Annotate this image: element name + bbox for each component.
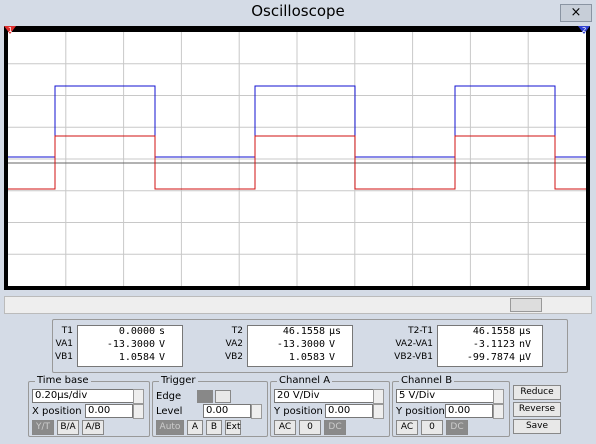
group-title: Channel B [399, 375, 455, 386]
readout-unit: nV [519, 339, 532, 350]
mode-button[interactable]: Auto [156, 420, 184, 435]
readout-value: 46.1558 [472, 326, 515, 337]
position-label: Level [156, 406, 183, 417]
readout-value: 1.0583 [288, 352, 325, 363]
action-button[interactable]: Save [513, 419, 561, 434]
readout-unit: V [329, 352, 336, 363]
mode-button[interactable]: A [187, 420, 203, 435]
position-input[interactable]: 0.00 [203, 404, 251, 418]
scroll-thumb[interactable] [510, 298, 542, 312]
readout-label: T1 [61, 326, 73, 336]
readout-box [247, 325, 353, 367]
close-button[interactable]: × [560, 4, 592, 22]
position-label: X position [32, 406, 82, 417]
mode-button[interactable]: A/B [82, 420, 104, 435]
cursor-2-label: 2 [582, 26, 586, 34]
group-title: Time base [35, 375, 91, 386]
mode-button[interactable]: AC [396, 420, 418, 435]
cursor-1-label: 1 [8, 26, 12, 34]
group-title: Channel A [277, 375, 333, 386]
position-spinner[interactable] [493, 404, 504, 419]
readout-label: T2-T1 [408, 326, 433, 336]
mode-button[interactable]: DC [324, 420, 346, 435]
edge-falling[interactable] [215, 390, 231, 403]
readout-unit: V [159, 339, 166, 350]
mode-button[interactable]: B/A [57, 420, 79, 435]
mode-button[interactable]: 0 [299, 420, 321, 435]
scale-input[interactable]: 0.20μs/div [32, 389, 134, 403]
mode-button[interactable]: Ext [225, 420, 241, 435]
mode-button[interactable]: DC [446, 420, 468, 435]
readout-label: VB2-VB1 [394, 352, 433, 362]
readout-label: VB2 [224, 352, 243, 362]
window-title: Oscilloscope [251, 2, 345, 20]
readout-value: 1.0584 [118, 352, 155, 363]
scrollbar[interactable] [4, 296, 592, 314]
position-input[interactable]: 0.00 [325, 404, 373, 418]
readout-unit: μs [519, 326, 532, 337]
group-box: Channel A 20 V/Div Y position 0.00 AC 0 DC [270, 375, 390, 437]
readout-box [437, 325, 543, 367]
position-input[interactable]: 0.00 [85, 404, 133, 418]
readout-box [77, 325, 183, 367]
readout-value: 0.0000 [118, 326, 155, 337]
readout-value: -13.3000 [106, 339, 155, 350]
scale-spinner[interactable] [373, 389, 384, 404]
readout-value: 46.1558 [282, 326, 325, 337]
edge-label: Edge [156, 391, 182, 402]
mode-button[interactable]: 0 [421, 420, 443, 435]
action-button[interactable]: Reverse [513, 402, 561, 417]
edge-rising[interactable] [197, 390, 213, 403]
scope-screen: 1 2 [4, 26, 590, 290]
scale-input[interactable]: 20 V/Div [274, 389, 374, 403]
group-box: Time base 0.20μs/div X position 0.00 Y/T B/A A… [28, 375, 150, 437]
readout-value: -13.3000 [276, 339, 325, 350]
readout-unit: μV [519, 352, 532, 363]
mode-button[interactable]: B [206, 420, 222, 435]
mode-button[interactable]: AC [274, 420, 296, 435]
readout-label: T2 [231, 326, 243, 336]
readout-label: VA1 [55, 339, 73, 349]
readout-value: -3.1123 [472, 339, 515, 350]
readout-panel: T1 0.0000 s VA1 -13.3000 V VB1 1.0584 V T2 46.1558… [52, 319, 568, 373]
action-button[interactable]: Reduce [513, 385, 561, 400]
group-box: Trigger Edge Level 0.00 Auto A B Ext [152, 375, 268, 437]
position-spinner[interactable] [373, 404, 384, 419]
readout-unit: V [329, 339, 336, 350]
readout-value: -99.7874 [466, 352, 515, 363]
position-label: Y position [396, 406, 445, 417]
group-title: Trigger [159, 375, 198, 386]
position-spinner[interactable] [133, 404, 144, 419]
readout-label: VA2-VA1 [395, 339, 433, 349]
mode-button[interactable]: Y/T [32, 420, 54, 435]
group-box: Channel B 5 V/Div Y position 0.00 AC 0 DC [392, 375, 510, 437]
readout-unit: V [159, 352, 166, 363]
scale-spinner[interactable] [133, 389, 144, 404]
readout-unit: μs [329, 326, 342, 337]
scale-input[interactable]: 5 V/Div [396, 389, 494, 403]
scale-spinner[interactable] [493, 389, 504, 404]
position-label: Y position [274, 406, 323, 417]
position-spinner[interactable] [251, 404, 262, 419]
readout-unit: s [159, 326, 166, 337]
readout-label: VB1 [54, 352, 73, 362]
readout-label: VA2 [225, 339, 243, 349]
position-input[interactable]: 0.00 [445, 404, 493, 418]
